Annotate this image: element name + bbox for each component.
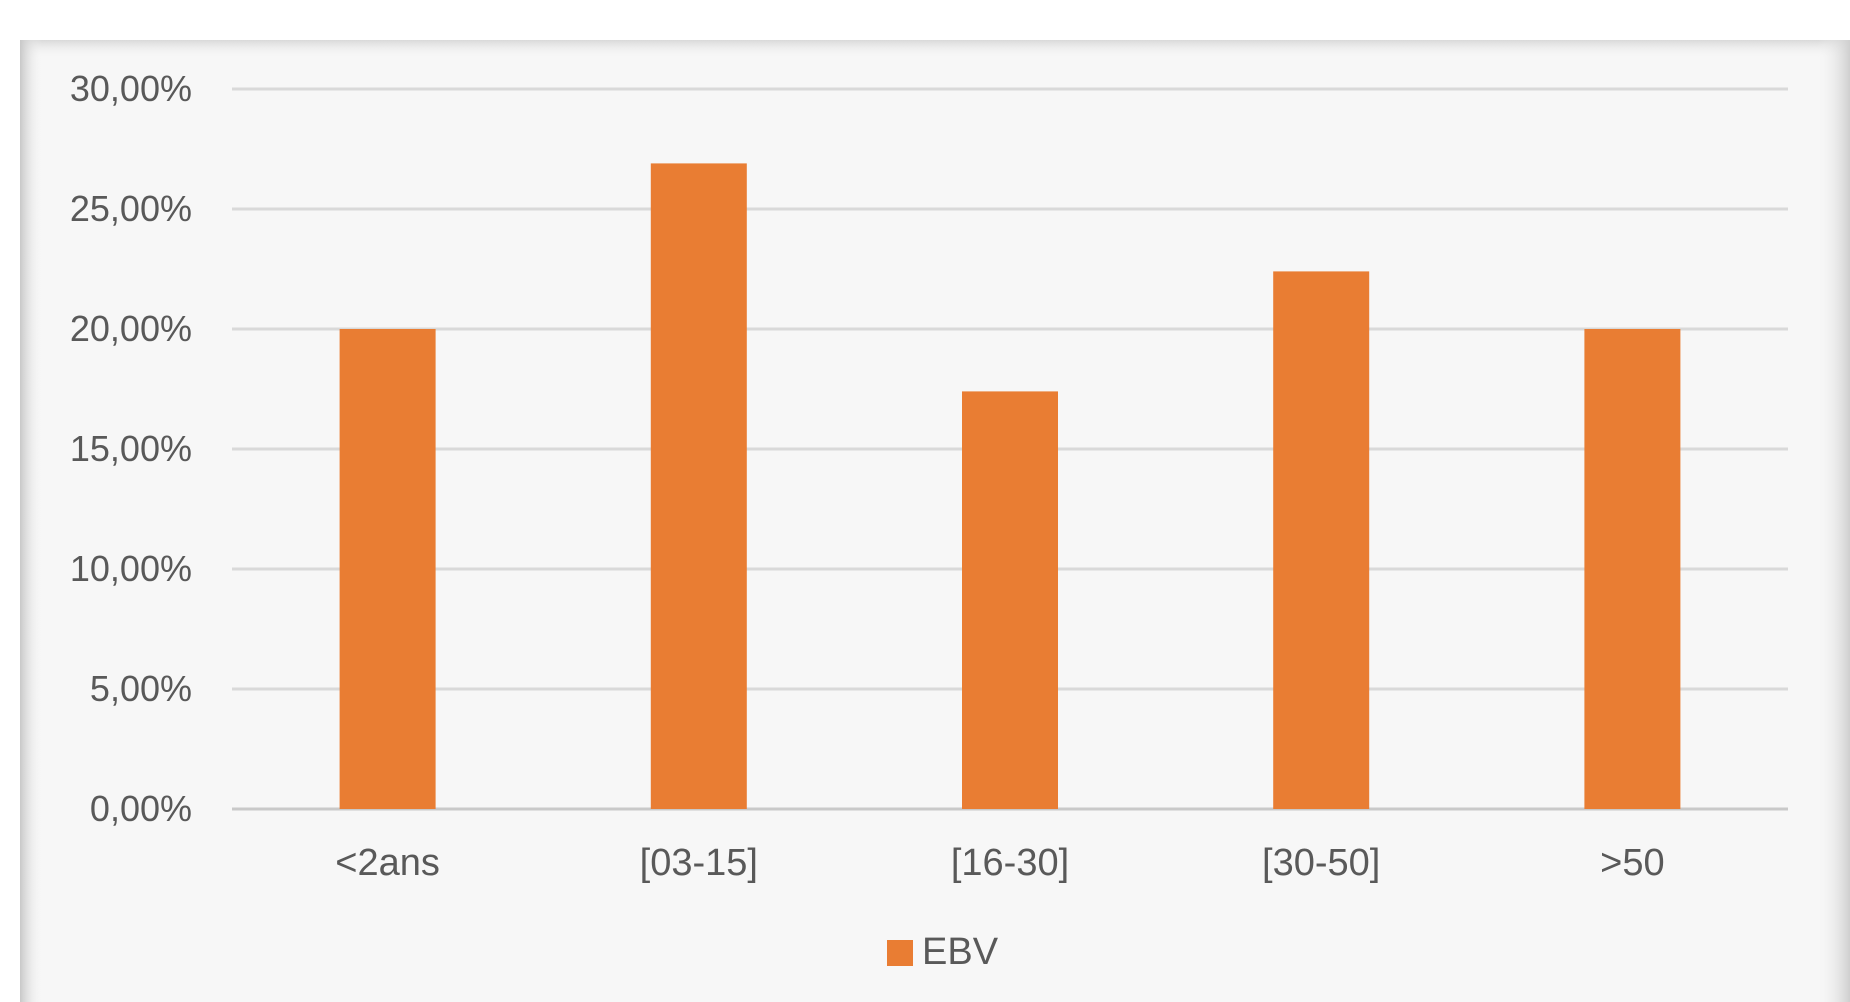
y-tick-label: 20,00% (70, 308, 192, 349)
panel-left-shade (20, 40, 42, 1002)
panel-top-shade (20, 40, 1850, 58)
y-axis-tick-labels: 0,00% 5,00% 10,00% 15,00% 20,00% 25,00% 30,00% (70, 68, 192, 829)
y-tick-label: 25,00% (70, 188, 192, 229)
y-tick-label: 15,00% (70, 428, 192, 469)
chart-panel (20, 40, 1850, 1002)
x-category-label: >50 (1600, 842, 1664, 884)
legend-label-ebv: EBV (922, 931, 999, 973)
legend-swatch-ebv (887, 940, 913, 966)
y-tick-label: 10,00% (70, 548, 192, 589)
x-category-label: [16-30] (951, 842, 1069, 884)
y-tick-label: 30,00% (70, 68, 192, 109)
bars (339, 163, 1681, 809)
x-axis-category-labels: <2ans [03-15] [16-30] [30-50] >50 (335, 842, 1664, 884)
legend: EBV (887, 931, 999, 973)
y-tick-label: 5,00% (90, 668, 192, 709)
panel-right-shade (1818, 40, 1850, 1002)
x-category-label: [30-50] (1262, 842, 1380, 884)
bar (339, 329, 436, 809)
bar (650, 163, 747, 809)
x-category-label: <2ans (335, 842, 440, 884)
bar (1584, 329, 1681, 809)
bar (962, 391, 1058, 809)
y-tick-label: 0,00% (90, 788, 192, 829)
bar (1273, 271, 1370, 809)
x-category-label: [03-15] (640, 842, 758, 884)
